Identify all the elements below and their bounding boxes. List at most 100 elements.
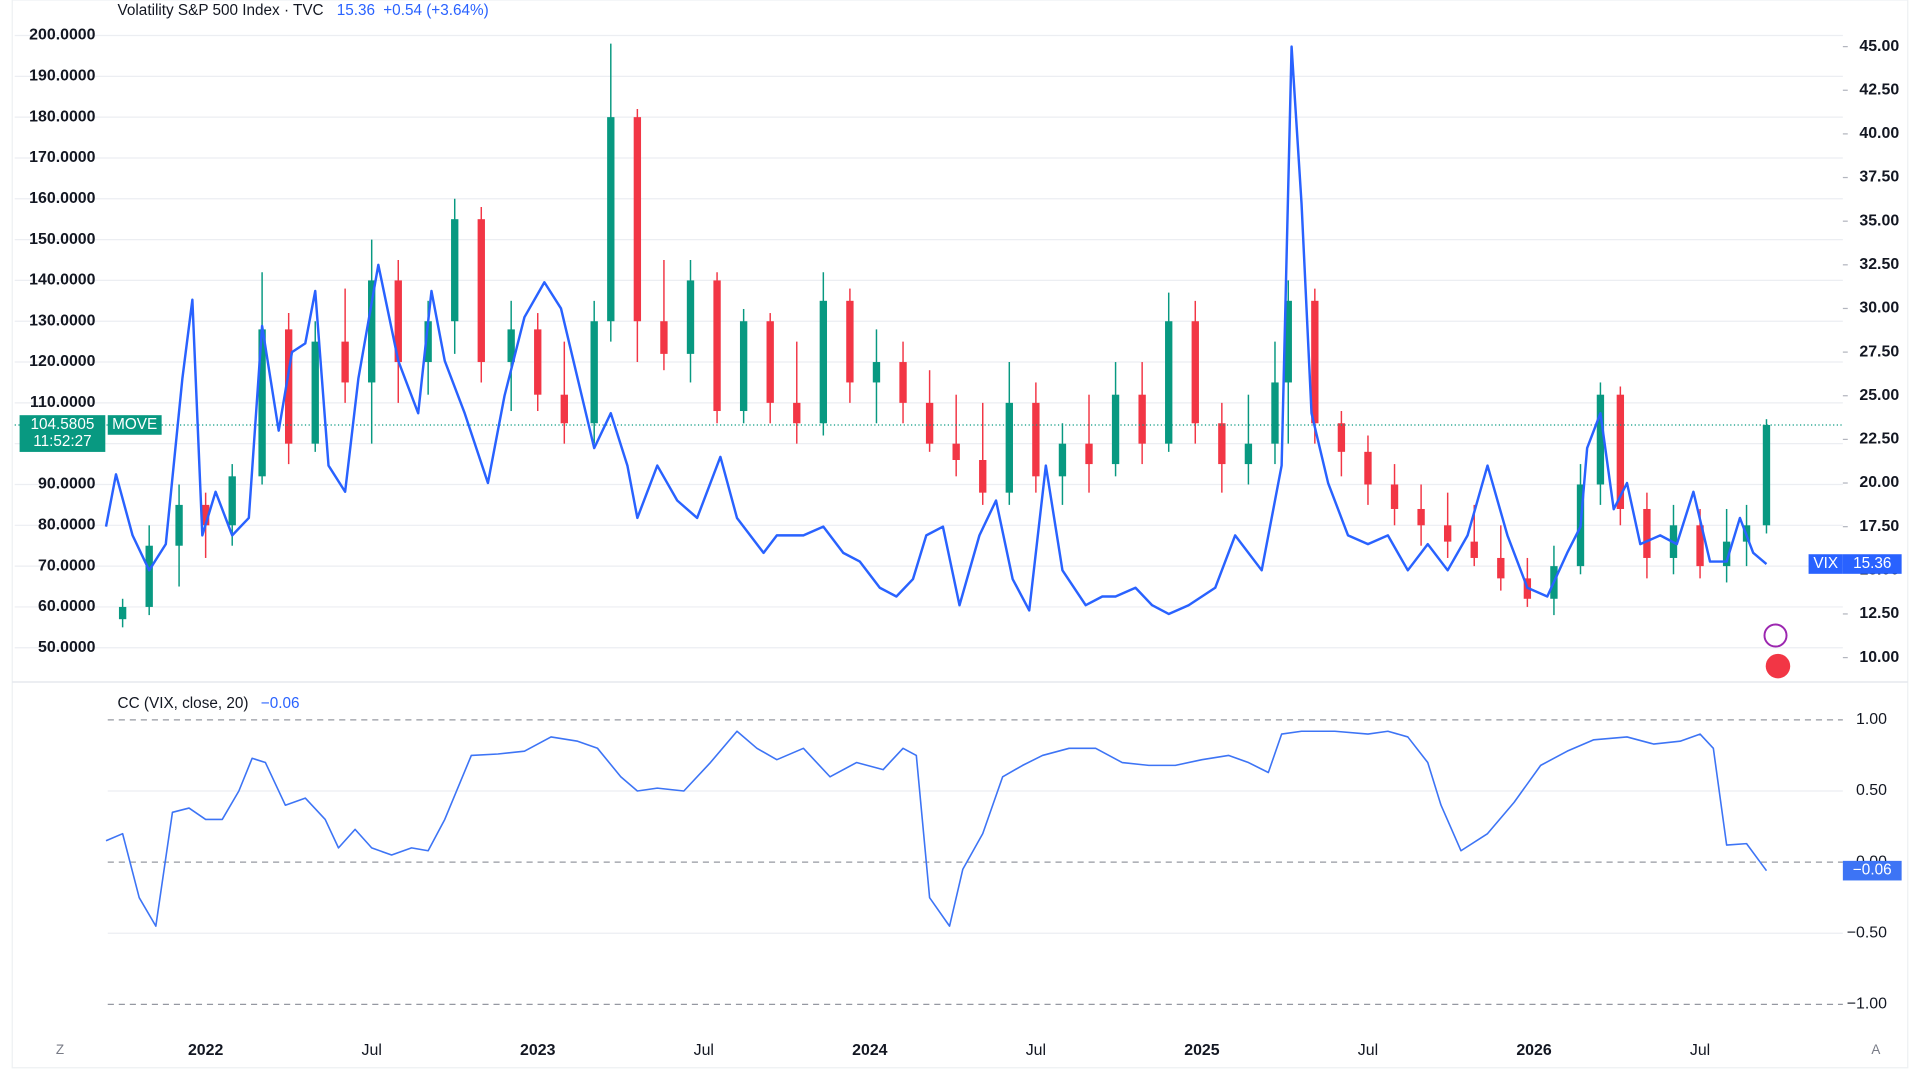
candle-body [1284, 300, 1292, 383]
x-tick-label: Jul [1358, 1042, 1378, 1059]
candle-body [590, 321, 598, 424]
auto-scale-button[interactable]: A [1871, 1042, 1880, 1057]
candle-body [424, 321, 432, 363]
candle-body [1165, 321, 1173, 444]
series-name-box [107, 415, 162, 435]
x-tick-label: 2023 [520, 1042, 556, 1059]
candle-body [1696, 525, 1704, 567]
y-tick-label: 80.0000 [38, 517, 96, 534]
y-tick-label: 180.0000 [29, 108, 95, 125]
candle-body [560, 394, 568, 424]
indicator-value: −0.06 [261, 695, 300, 712]
candle-body [607, 117, 615, 322]
marks [14, 43, 1843, 927]
candle-body [1497, 557, 1505, 579]
y2-tick-label: 10.00 [1859, 649, 1899, 666]
x-tick-label: Jul [1026, 1042, 1046, 1059]
x-tick-label: Jul [694, 1042, 714, 1059]
candle-body [793, 402, 801, 424]
chart-frame [11, 0, 1909, 1069]
candle-body [1596, 394, 1605, 485]
candle-body [1191, 321, 1199, 424]
y-tick-label: 130.0000 [29, 312, 95, 329]
candle-body [1417, 508, 1425, 526]
labels: 2022 Jul 2023 Jul 2024 Jul 2025 Jul 2026 Jul 50.00… [19, 27, 1902, 1059]
candle-body [1643, 508, 1651, 558]
y-tick-label: 60.0000 [38, 598, 96, 615]
y2-tick-label: 42.50 [1859, 81, 1899, 98]
y2-tick-label: 27.50 [1859, 343, 1899, 360]
indicator-tick-label: 1.00 [1856, 711, 1887, 728]
candle-body [1364, 451, 1372, 485]
candle-body [1005, 402, 1013, 493]
candle-body [118, 606, 127, 620]
candle-body [228, 476, 236, 526]
candle-body [1311, 300, 1319, 424]
candle-body [1470, 541, 1478, 558]
y-tick-label: 50.0000 [38, 639, 96, 656]
candle-body [1443, 525, 1452, 542]
candle-body [394, 280, 402, 363]
indicator-title: CC (VIX, close, 20) [118, 695, 249, 712]
candle-body [686, 280, 695, 354]
y2-tick-label: 35.00 [1859, 212, 1899, 229]
candle-body [819, 300, 828, 424]
indicator-tick-label: −0.50 [1847, 924, 1887, 941]
y2-tick-label: 25.00 [1859, 387, 1899, 404]
price-change: +0.54 (+3.64%) [383, 2, 488, 19]
price-label-box [1842, 860, 1902, 881]
x-tick-label: Jul [1690, 1042, 1710, 1059]
series-name-label: VIX [1813, 555, 1838, 572]
y-tick-label: 160.0000 [29, 190, 95, 207]
candle-body [979, 460, 987, 493]
y2-tick-label: 32.50 [1859, 256, 1899, 273]
candle-body [1244, 443, 1253, 465]
candle-body [284, 329, 293, 444]
y-tick-label: 150.0000 [29, 231, 95, 248]
grid [14, 34, 1848, 1005]
flag-icon[interactable] [1765, 653, 1791, 679]
series-name-box [1808, 554, 1843, 574]
y-tick-label: 70.0000 [38, 557, 96, 574]
y2-tick-label: 45.00 [1859, 38, 1899, 55]
y2-tick-label: 22.50 [1859, 431, 1899, 448]
last-price: 15.36 [337, 2, 375, 19]
candle-body [534, 329, 542, 395]
candle-body [1616, 394, 1625, 509]
y2-tick-label: 40.00 [1859, 125, 1899, 142]
indicator-tick-label: 0.50 [1856, 782, 1887, 799]
candle-body [1337, 423, 1346, 452]
price-label: −0.06 [1853, 862, 1892, 879]
candle-body [952, 443, 960, 461]
y-tick-label: 140.0000 [29, 272, 95, 289]
candle-body [175, 504, 183, 546]
candle-body [633, 117, 642, 322]
zoom-button[interactable]: Z [56, 1042, 64, 1057]
candle-body [925, 402, 934, 444]
series-line [104, 45, 1768, 616]
candle-body [846, 300, 854, 383]
candle-body [899, 362, 907, 403]
y2-tick-label: 20.00 [1859, 474, 1899, 491]
candle-body [1138, 394, 1146, 444]
candle-body [1390, 484, 1399, 509]
x-tick-label: 2022 [188, 1042, 224, 1059]
y2-tick-label: 12.50 [1859, 605, 1899, 622]
candle-body [872, 362, 881, 383]
candle-body [258, 329, 266, 477]
y2-tick-label: 37.50 [1859, 169, 1899, 186]
candle-body [201, 504, 210, 526]
y-tick-label: 170.0000 [29, 149, 95, 166]
price-label-box [19, 415, 106, 452]
candle-body [766, 321, 774, 403]
price-label: 104.5805 [31, 416, 95, 433]
event-icon[interactable] [1763, 623, 1788, 648]
candle-body [145, 545, 153, 607]
candle-body [1218, 423, 1226, 465]
candle-body [368, 280, 376, 383]
candle-body [341, 341, 349, 383]
y2-tick-label: 17.50 [1859, 518, 1899, 535]
candle-body [1111, 394, 1120, 465]
